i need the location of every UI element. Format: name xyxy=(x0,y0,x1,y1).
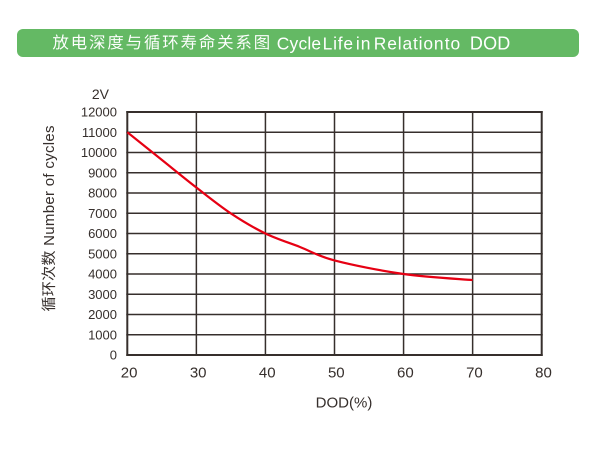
svg-text:30: 30 xyxy=(190,365,207,382)
svg-text:11000: 11000 xyxy=(82,125,117,140)
svg-text:50: 50 xyxy=(328,365,345,382)
svg-text:1000: 1000 xyxy=(88,327,117,342)
svg-text:0: 0 xyxy=(110,348,117,363)
svg-text:3000: 3000 xyxy=(88,287,117,302)
svg-text:2V: 2V xyxy=(92,86,110,102)
svg-text:8000: 8000 xyxy=(88,186,117,201)
svg-text:5000: 5000 xyxy=(88,246,117,261)
svg-text:12000: 12000 xyxy=(81,105,117,120)
svg-text:Number of cycles: Number of cycles xyxy=(41,125,58,246)
svg-text:6000: 6000 xyxy=(88,226,117,241)
svg-text:10000: 10000 xyxy=(81,145,117,160)
svg-text:20: 20 xyxy=(121,365,138,382)
svg-text:7000: 7000 xyxy=(88,206,117,221)
svg-text:DOD(%): DOD(%) xyxy=(316,395,373,412)
svg-text:80: 80 xyxy=(535,365,552,382)
svg-text:4000: 4000 xyxy=(88,267,117,282)
svg-text:9000: 9000 xyxy=(88,165,117,180)
svg-text:70: 70 xyxy=(466,365,483,382)
svg-text:2000: 2000 xyxy=(88,307,117,322)
svg-text:60: 60 xyxy=(397,365,414,382)
svg-text:40: 40 xyxy=(259,365,276,382)
